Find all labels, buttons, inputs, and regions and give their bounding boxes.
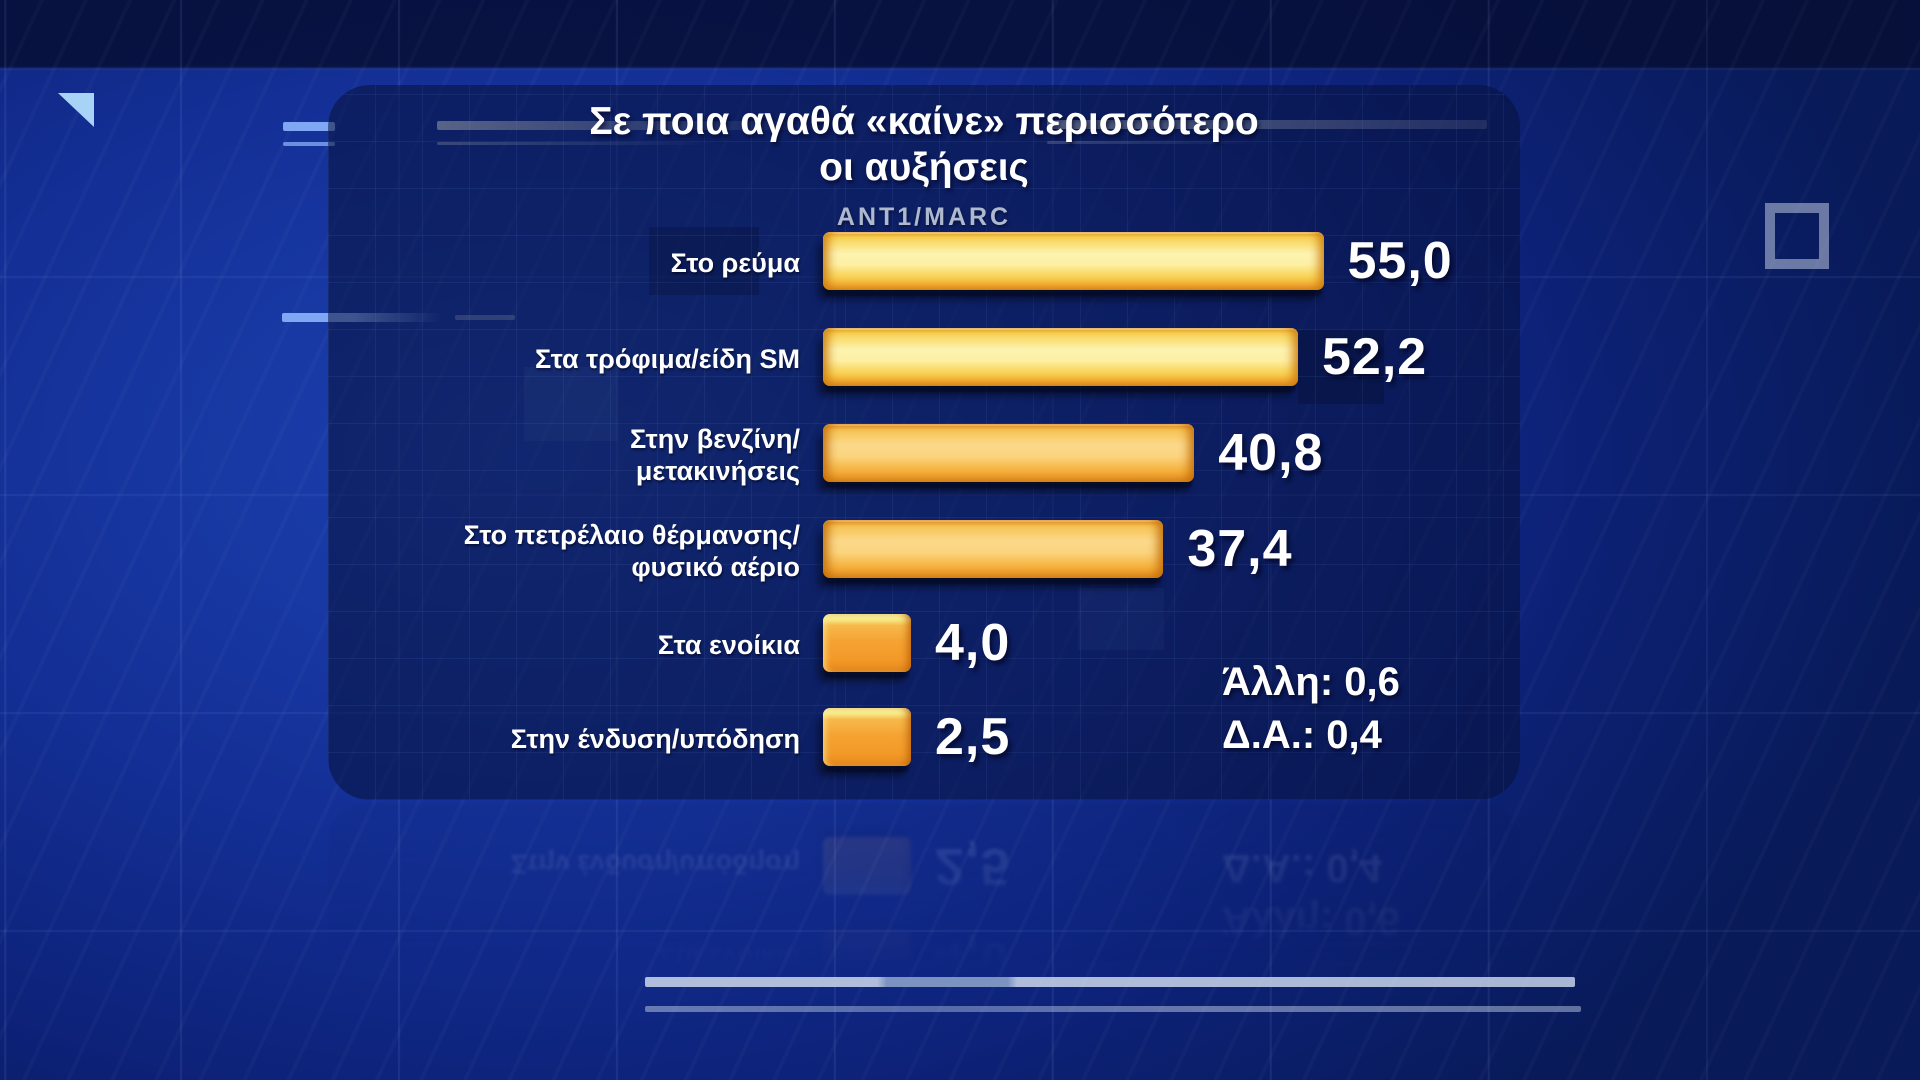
value-bar: [823, 424, 1195, 482]
square-outline-icon: [1765, 203, 1829, 269]
chart-panel: Σε ποια αγαθά «καίνε» περισσότερο οι αυξ…: [328, 85, 1520, 800]
source-label: ANT1/MARC: [836, 203, 1012, 231]
chart-row: Στην βενζίνη/μετακινήσεις 40,8: [328, 424, 1520, 486]
value-bar: [823, 328, 1299, 386]
chart-title-line2: οι αυξήσεις: [819, 146, 1029, 190]
category-label: Στο πετρέλαιο θέρμανσης/φυσικό αέριο: [463, 519, 800, 582]
value-label: 2,5: [935, 708, 1011, 766]
category-label: Στα ενοίκια: [657, 629, 800, 660]
category-label: Στο ρεύμα: [670, 247, 800, 278]
value-bar: [823, 520, 1164, 578]
chart-row: Στα τρόφιμα/είδη SM 52,2: [328, 328, 1520, 390]
bottom-accent-line: [645, 1006, 1581, 1012]
chart-title: Σε ποια αγαθά «καίνε» περισσότερο οι αυξ…: [328, 99, 1520, 191]
chart-row: Στην ένδυση/υπόδηση 2,5: [328, 708, 1520, 770]
value-label: 55,0: [1347, 232, 1453, 290]
category-label: Στα τρόφιμα/είδη SM: [534, 343, 800, 374]
value-bar: [823, 708, 911, 766]
chart-row: Στο πετρέλαιο θέρμανσης/φυσικό αέριο 37,…: [328, 520, 1520, 582]
category-label: Στην βενζίνη/μετακινήσεις: [629, 423, 800, 486]
value-bar: [823, 614, 911, 672]
bottom-accent-line: [645, 977, 1575, 987]
value-label: 37,4: [1187, 520, 1293, 578]
chart-title-line1: Σε ποια αγαθά «καίνε» περισσότερο: [589, 100, 1259, 143]
chart-row: Στα ενοίκια 4,0: [328, 614, 1520, 676]
value-bar: [823, 232, 1324, 290]
chart-row: Στο ρεύμα 55,0: [328, 232, 1520, 294]
value-label: 4,0: [935, 614, 1011, 672]
annotation-other: Άλλη: 0,6: [1222, 660, 1400, 704]
value-label: 40,8: [1218, 424, 1324, 482]
streak-line: [283, 122, 335, 131]
category-label: Στην ένδυση/υπόδηση: [510, 723, 800, 754]
streak-line: [283, 142, 335, 146]
annotation-no-answer: Δ.Α.: 0,4: [1222, 713, 1382, 757]
value-label: 52,2: [1322, 328, 1428, 386]
